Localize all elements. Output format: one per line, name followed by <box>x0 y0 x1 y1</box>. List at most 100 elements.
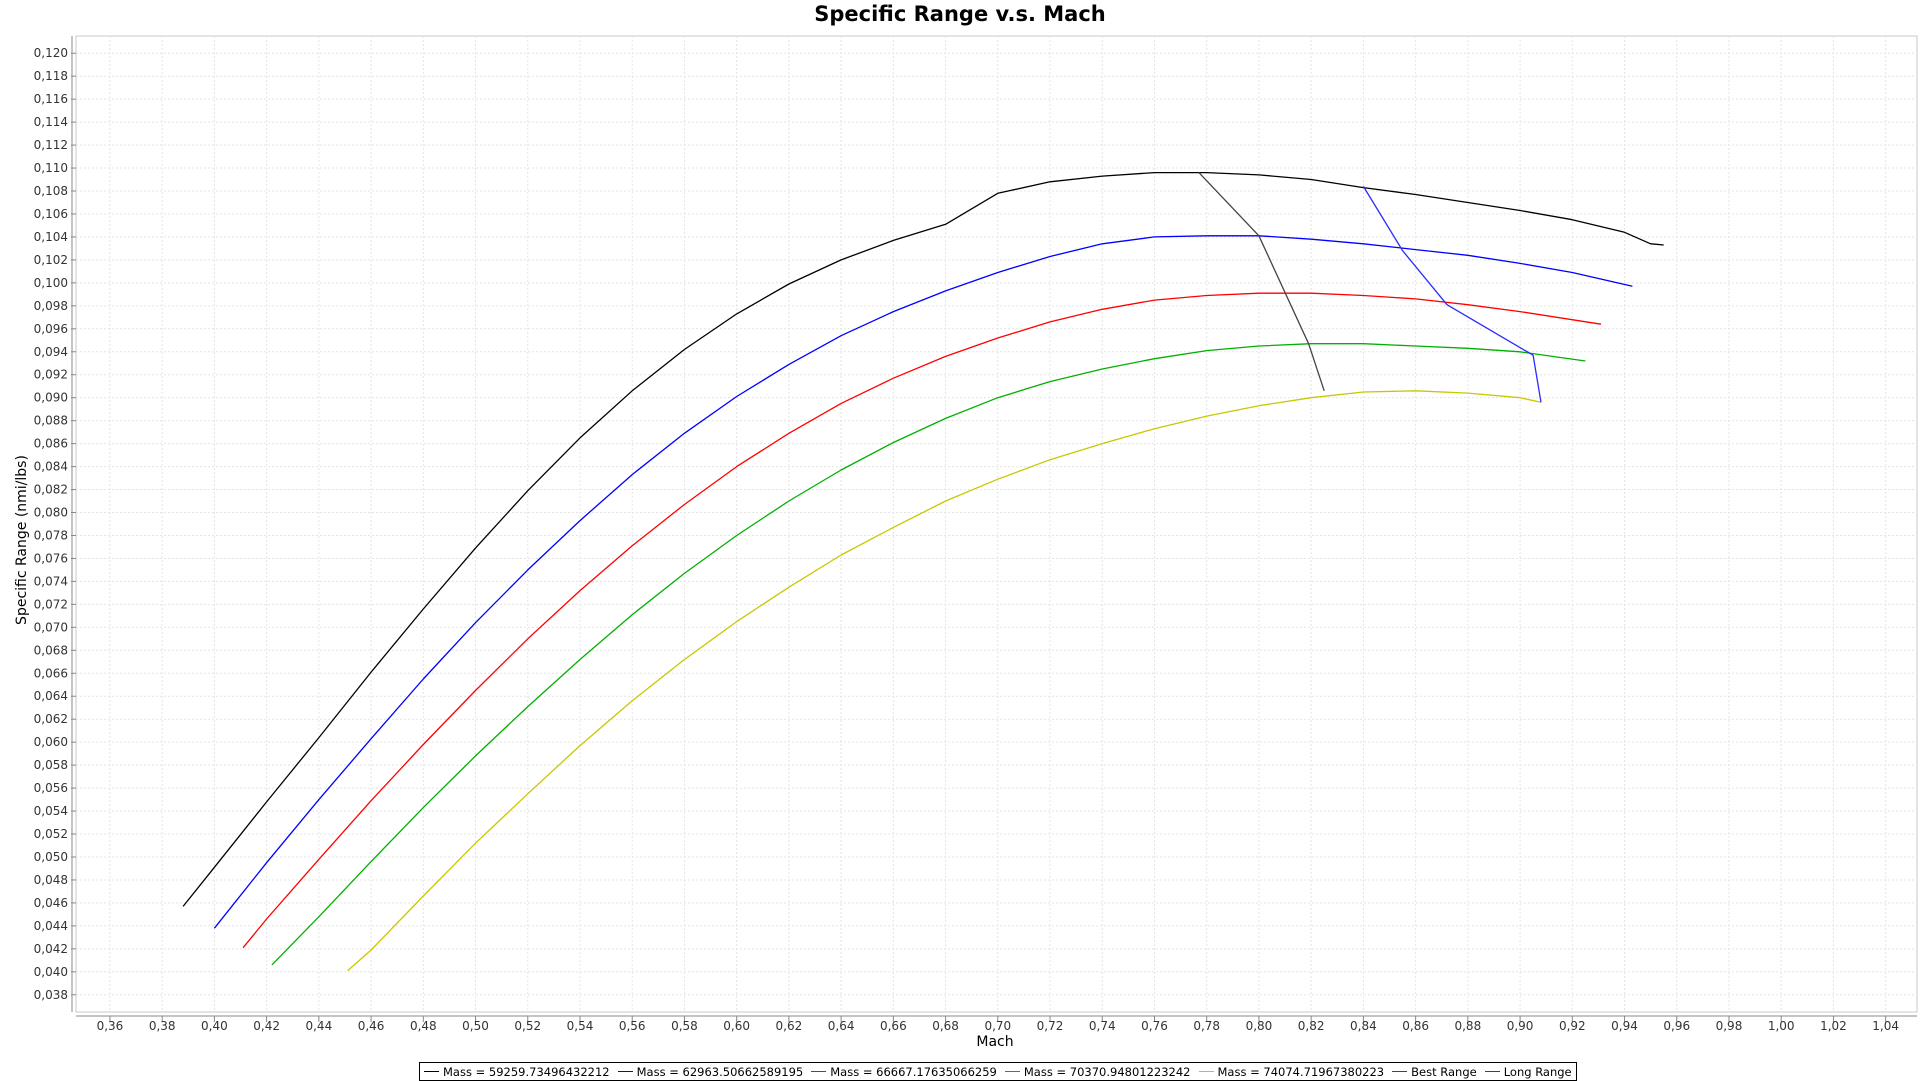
x-tick-label: 0,42 <box>253 1019 280 1033</box>
y-tick-label: 0,044 <box>34 919 68 933</box>
x-tick-label: 0,92 <box>1559 1019 1586 1033</box>
y-tick-label: 0,102 <box>34 253 68 267</box>
legend: Mass = 59259.73496432212 Mass = 62963.506… <box>419 1062 1577 1081</box>
y-tick-label: 0,056 <box>34 781 68 795</box>
plot-area <box>75 35 1918 1013</box>
x-tick-label: 0,88 <box>1454 1019 1481 1033</box>
y-tick-label: 0,068 <box>34 643 68 657</box>
y-tick-label: 0,070 <box>34 620 68 634</box>
y-tick-label: 0,110 <box>34 161 68 175</box>
x-tick-label: 1,00 <box>1768 1019 1795 1033</box>
series-line-best-range <box>1198 172 1325 392</box>
y-tick-label: 0,048 <box>34 873 68 887</box>
y-tick-label: 0,086 <box>34 437 68 451</box>
x-tick-label: 0,58 <box>671 1019 698 1033</box>
x-tick-label: 0,48 <box>410 1019 437 1033</box>
y-tick-label: 0,052 <box>34 827 68 841</box>
x-tick-label: 0,60 <box>723 1019 750 1033</box>
axes: 0,038 0,040 0,042 0,044 0,046 0,048 0,050 0,052… <box>34 36 1917 1033</box>
legend-item: Mass = 74074.71967380223 <box>1198 1064 1385 1079</box>
y-tick-label: 0,106 <box>34 207 68 221</box>
x-tick-label: 0,70 <box>984 1019 1011 1033</box>
legend-swatch <box>424 1071 439 1072</box>
legend-swatch <box>617 1071 633 1072</box>
y-tick-label: 0,090 <box>34 391 68 405</box>
y-tick-label: 0,096 <box>34 322 68 336</box>
y-tick-label: 0,066 <box>34 666 68 680</box>
series-line-mass-70370-94801223242 <box>271 343 1586 966</box>
y-tick-label: 0,054 <box>34 804 68 818</box>
y-tick-label: 0,064 <box>34 689 68 703</box>
x-tick-label: 0,86 <box>1402 1019 1429 1033</box>
legend-label: Mass = 59259.73496432212 <box>443 1064 610 1079</box>
x-tick-label: 0,74 <box>1089 1019 1116 1033</box>
x-tick-label: 0,76 <box>1141 1019 1168 1033</box>
x-tick-label: 0,98 <box>1716 1019 1743 1033</box>
legend-label: Best Range <box>1411 1064 1477 1079</box>
y-tick-label: 0,076 <box>34 551 68 565</box>
x-tick-label: 0,94 <box>1611 1019 1638 1033</box>
x-tick-label: 0,84 <box>1350 1019 1377 1033</box>
x-tick-label: 0,90 <box>1507 1019 1534 1033</box>
y-tick-label: 0,038 <box>34 988 68 1002</box>
y-tick-label: 0,046 <box>34 896 68 910</box>
legend-label: Mass = 70370.94801223242 <box>1023 1064 1191 1079</box>
chart-title: Specific Range v.s. Mach <box>814 2 1106 26</box>
x-tick-label: 0,66 <box>880 1019 907 1033</box>
x-tick-label: 0,64 <box>828 1019 855 1033</box>
x-tick-label: 1,04 <box>1872 1019 1899 1033</box>
x-axis-label: Mach <box>976 1034 1014 1050</box>
legend-item: Mass = 70370.94801223242 <box>1004 1064 1191 1079</box>
x-tick-label: 0,50 <box>462 1019 489 1033</box>
series-line-mass-59259-73496432212 <box>182 171 1664 907</box>
y-tick-label: 0,072 <box>34 597 68 611</box>
y-tick-label: 0,060 <box>34 735 68 749</box>
y-tick-label: 0,062 <box>34 712 68 726</box>
legend-item: Long Range <box>1484 1064 1572 1079</box>
x-tick-label: 0,96 <box>1663 1019 1690 1033</box>
legend-label: Mass = 62963.50662589195 <box>636 1064 804 1079</box>
y-tick-label: 0,116 <box>34 92 68 106</box>
y-tick-label: 0,082 <box>34 483 68 497</box>
y-tick-label: 0,078 <box>34 528 68 542</box>
legend-item: Best Range <box>1392 1065 1477 1079</box>
y-tick-label: 0,040 <box>34 965 68 979</box>
x-tick-label: 0,72 <box>1037 1019 1064 1033</box>
y-tick-label: 0,042 <box>34 942 68 956</box>
x-tick-label: 0,52 <box>514 1019 541 1033</box>
x-tick-label: 0,68 <box>932 1019 959 1033</box>
legend-item: Mass = 66667.17635066259 <box>811 1065 997 1079</box>
legend-swatch <box>1484 1071 1500 1072</box>
x-tick-label: 0,62 <box>776 1019 803 1033</box>
x-tick-label: 0,36 <box>97 1019 124 1033</box>
series-group <box>182 171 1664 972</box>
series-line-mass-62963-50662589195 <box>213 235 1633 929</box>
y-tick-label: 0,104 <box>34 230 68 244</box>
x-tick-label: 0,56 <box>619 1019 646 1033</box>
y-tick-label: 0,084 <box>34 460 68 474</box>
series-line-long-range <box>1362 186 1542 403</box>
y-tick-label: 0,058 <box>34 758 68 772</box>
legend-swatch <box>1198 1071 1214 1072</box>
y-tick-label: 0,092 <box>34 368 68 382</box>
y-tick-label: 0,118 <box>34 69 68 83</box>
x-tick-label: 0,38 <box>149 1019 176 1033</box>
legend-swatch <box>1004 1071 1020 1072</box>
y-tick-label: 0,108 <box>34 184 68 198</box>
y-tick-label: 0,080 <box>34 506 68 520</box>
x-tick-label: 0,78 <box>1193 1019 1220 1033</box>
legend-label: Long Range <box>1503 1064 1572 1079</box>
x-tick-label: 0,82 <box>1298 1019 1325 1033</box>
y-tick-label: 0,100 <box>34 276 68 290</box>
y-axis-label: Specific Range (nmi/lbs) <box>14 455 30 625</box>
x-tick-label: 0,40 <box>201 1019 228 1033</box>
x-tick-label: 1,02 <box>1820 1019 1847 1033</box>
grid <box>76 36 1917 1012</box>
y-tick-label: 0,114 <box>34 115 68 129</box>
legend-label: Mass = 66667.17635066259 <box>830 1064 997 1079</box>
y-tick-label: 0,098 <box>34 299 68 313</box>
y-tick-label: 0,120 <box>34 46 68 60</box>
legend-label: Mass = 74074.71967380223 <box>1217 1064 1385 1079</box>
y-tick-label: 0,094 <box>34 345 68 359</box>
